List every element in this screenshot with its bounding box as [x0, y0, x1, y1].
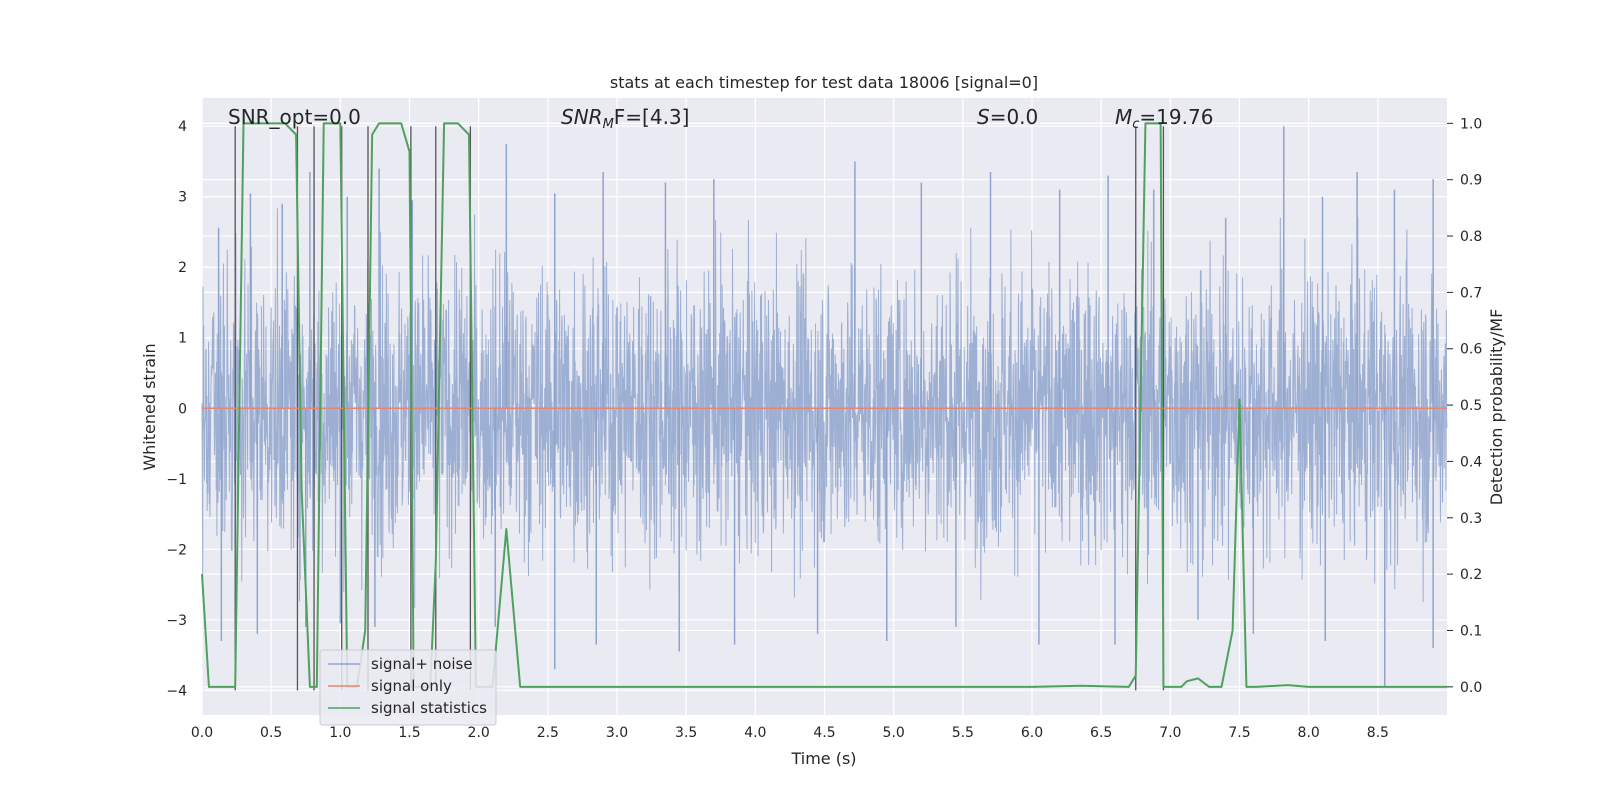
- mc-value: =19.76: [1139, 105, 1213, 129]
- left-y-tick-label-7: −3: [166, 613, 187, 629]
- x-tick-label-15: 7.5: [1228, 725, 1250, 741]
- s-label: S: [977, 105, 990, 129]
- snr-opt-annotation: SNR_opt=0.0: [228, 105, 361, 129]
- left-y-tick-label-4: 0: [178, 401, 187, 417]
- signal-noise-line: [201, 208, 1448, 608]
- x-tick-label-16: 8.0: [1298, 725, 1320, 741]
- legend-label-signal-noise: signal+ noise: [371, 655, 473, 673]
- right-y-tick-label-4: 0.6: [1460, 342, 1482, 358]
- snr-mf-label: SNR: [561, 105, 603, 129]
- right-y-tick-label-6: 0.4: [1460, 454, 1482, 470]
- x-tick-label-4: 2.0: [468, 725, 490, 741]
- left-y-tick-label-6: −2: [166, 542, 187, 558]
- left-y-tick-label-5: −1: [166, 472, 187, 488]
- x-tick-label-5: 2.5: [537, 725, 559, 741]
- x-tick-label-7: 3.5: [675, 725, 697, 741]
- x-tick-label-14: 7.0: [1159, 725, 1181, 741]
- right-y-tick-label-2: 0.8: [1460, 229, 1482, 245]
- right-y-tick-label-3: 0.7: [1460, 285, 1482, 301]
- right-y-tick-label-5: 0.5: [1460, 398, 1482, 414]
- x-tick-label-8: 4.0: [744, 725, 766, 741]
- x-tick-label-13: 6.5: [1090, 725, 1112, 741]
- snr-mf-value: F=[4.3]: [614, 105, 690, 129]
- legend-label-signal-only: signal only: [371, 677, 452, 695]
- left-y-tick-label-1: 3: [178, 190, 187, 206]
- left-y-tick-label-3: 1: [178, 331, 187, 347]
- legend-box: [319, 649, 497, 726]
- legend: signal+ noise signal only signal statist…: [319, 649, 497, 726]
- x-tick-label-6: 3.0: [606, 725, 628, 741]
- right-y-tick-label-9: 0.1: [1460, 623, 1482, 639]
- left-y-axis-ticks: 4 3 2 1 0 −1 −2 −3 −4: [166, 119, 187, 699]
- legend-label-signal-statistics: signal statistics: [371, 699, 487, 717]
- x-axis-label: Time (s): [790, 749, 856, 768]
- x-tick-label-10: 5.0: [883, 725, 905, 741]
- left-y-axis-label: Whitened strain: [140, 343, 159, 470]
- signal-noise-series: [201, 126, 1448, 687]
- x-tick-label-3: 1.5: [398, 725, 420, 741]
- snr-mf-subscript: M: [603, 117, 614, 132]
- x-tick-label-17: 8.5: [1367, 725, 1389, 741]
- x-tick-label-9: 4.5: [813, 725, 835, 741]
- x-tick-label-12: 6.0: [1021, 725, 1043, 741]
- right-y-tick-label-8: 0.2: [1460, 567, 1482, 583]
- right-y-axis-ticks: 1.0 0.9 0.8 0.7 0.6 0.5 0.4 0.3 0.2 0.1 0.0: [1447, 116, 1482, 696]
- snr-mf-annotation: SNRMF=[4.3]: [561, 105, 689, 132]
- right-y-tick-label-0: 1.0: [1460, 116, 1482, 132]
- mc-annotation: Mc=19.76: [1115, 105, 1213, 132]
- mc-subscript: c: [1132, 117, 1139, 132]
- chart-title: stats at each timestep for test data 180…: [610, 73, 1038, 92]
- right-y-axis-label: Detection probability/MF: [1487, 309, 1506, 506]
- s-value: =0.0: [990, 105, 1039, 129]
- right-y-tick-label-10: 0.0: [1460, 680, 1482, 696]
- x-tick-label-1: 0.5: [260, 725, 282, 741]
- left-y-tick-label-0: 4: [178, 119, 187, 135]
- s-annotation: S=0.0: [977, 105, 1038, 129]
- left-y-tick-label-2: 2: [178, 260, 187, 276]
- mc-label: M: [1115, 105, 1132, 129]
- x-tick-label-11: 5.5: [952, 725, 974, 741]
- right-y-tick-label-7: 0.3: [1460, 511, 1482, 527]
- x-axis-ticks: 0.0 0.5 1.0 1.5 2.0 2.5 3.0 3.5 4.0 4.5 5.0 5.5 6.0 6…: [191, 725, 1389, 741]
- x-tick-label-2: 1.0: [329, 725, 351, 741]
- x-tick-label-0: 0.0: [191, 725, 213, 741]
- right-y-tick-label-1: 0.9: [1460, 173, 1482, 189]
- left-y-tick-label-8: −4: [166, 683, 187, 699]
